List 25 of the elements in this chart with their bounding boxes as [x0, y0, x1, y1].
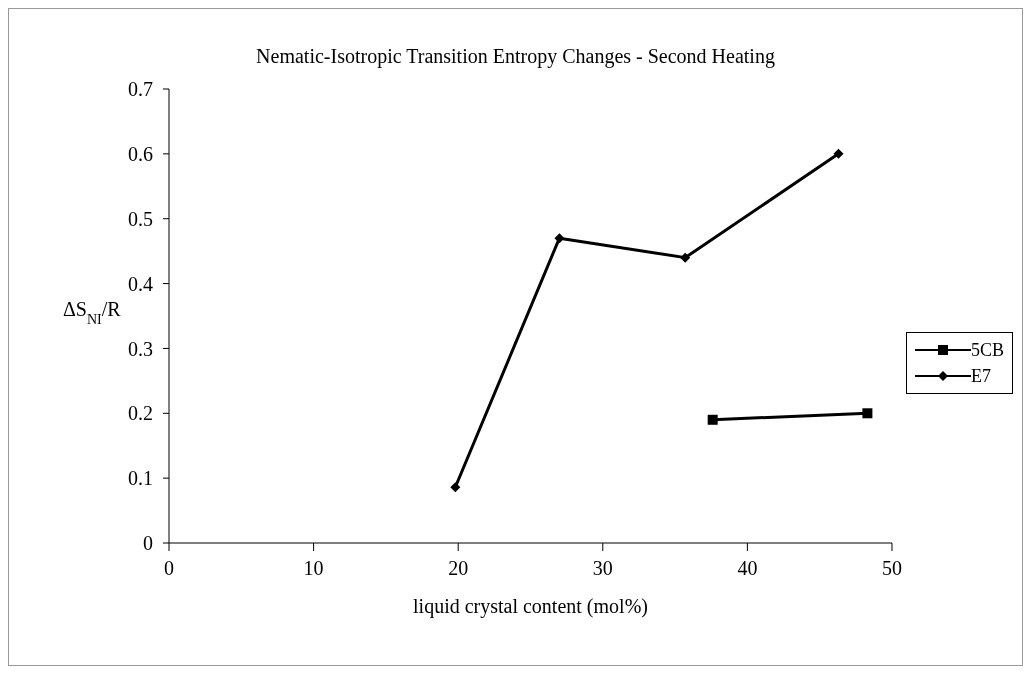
- legend-label: E7: [970, 365, 991, 387]
- x-tick-label: 0: [164, 557, 174, 580]
- x-tick-label: 50: [881, 557, 902, 580]
- y-tick-label: 0.5: [128, 207, 153, 230]
- x-tick-label: 30: [592, 557, 613, 580]
- x-axis-title: liquid crystal content (mol%): [413, 595, 648, 618]
- y-tick-label: 0.6: [128, 142, 153, 165]
- y-tick-label: 0.3: [128, 337, 153, 360]
- y-tick-label: 0: [143, 532, 153, 555]
- point: [707, 414, 718, 425]
- y-tick-label: 0.7: [128, 78, 153, 101]
- y-axis-title: ΔS$_{NI}$/R: [63, 298, 122, 327]
- y-tick-label: 0.1: [128, 467, 153, 490]
- x-tick-label: 10: [303, 557, 324, 580]
- x-tick-label: 40: [737, 557, 758, 580]
- point: [680, 252, 691, 263]
- legend-label: 5CB: [970, 339, 1004, 361]
- point: [833, 148, 844, 159]
- y-tick-label: 0.4: [128, 272, 153, 295]
- point: [450, 482, 461, 493]
- point: [862, 408, 873, 419]
- chart-title: Nematic-Isotropic Transition Entropy Changes - Second Heating: [255, 45, 776, 70]
- y-tick-label: 0.2: [128, 402, 153, 425]
- x-tick-label: 20: [448, 557, 469, 580]
- point: [554, 233, 565, 244]
